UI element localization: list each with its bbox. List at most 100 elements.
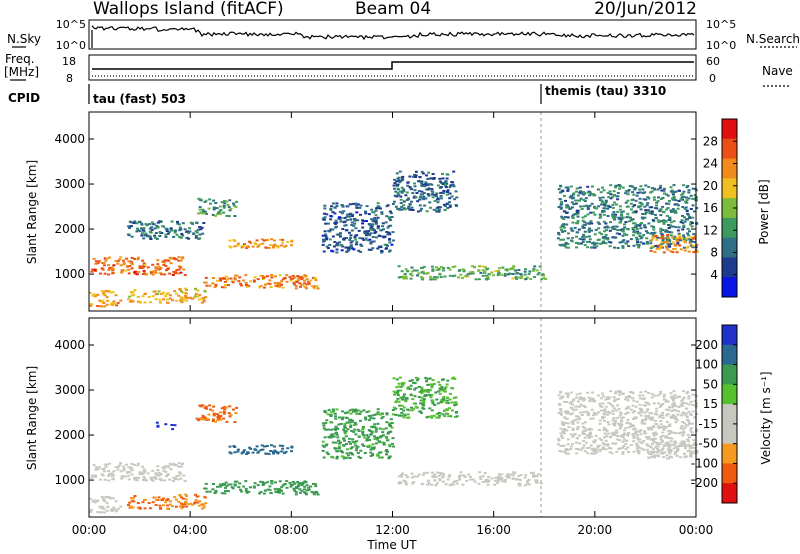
echo-cell xyxy=(128,227,131,229)
echo-cell xyxy=(438,387,442,390)
echo-cell xyxy=(653,207,657,209)
echo-cell xyxy=(664,442,668,445)
echo-cell xyxy=(326,247,330,250)
echo-cell xyxy=(603,235,607,238)
echo-cell xyxy=(254,449,258,451)
echo-cell xyxy=(168,500,172,503)
echo-cell xyxy=(333,206,337,209)
echo-cell xyxy=(455,479,459,482)
echo-cell xyxy=(255,239,259,242)
time-axis-label: Time UT xyxy=(366,538,417,552)
echo-cell xyxy=(626,193,630,196)
echo-cell xyxy=(259,243,263,245)
echo-cell xyxy=(96,293,100,296)
echo-cell xyxy=(374,430,378,433)
echo-cell xyxy=(412,269,416,272)
echo-cell xyxy=(340,212,344,215)
echo-cell xyxy=(321,440,325,443)
echo-cell xyxy=(145,224,149,227)
echo-cell xyxy=(591,399,595,402)
echo-cell xyxy=(358,412,362,415)
echo-cell xyxy=(689,238,693,241)
echo-cell xyxy=(682,430,686,433)
echo-cell xyxy=(583,200,587,203)
nsearch-tick-top: 10^5 xyxy=(706,18,736,31)
echo-cell xyxy=(184,297,188,300)
freq-panel: Freq. [MHz] 18 8 60 0 Nave xyxy=(4,52,793,87)
echo-cell xyxy=(659,227,663,230)
echo-cell xyxy=(244,480,248,483)
echo-cell xyxy=(627,426,631,429)
echo-cell xyxy=(300,489,304,492)
echo-cell xyxy=(431,269,435,272)
echo-cell xyxy=(624,443,628,445)
echo-cell xyxy=(391,409,395,411)
echo-cell xyxy=(143,292,147,295)
echo-cell xyxy=(163,261,167,264)
echo-cell xyxy=(441,172,444,175)
echo-cell xyxy=(643,430,647,433)
echo-cell xyxy=(621,392,625,395)
echo-cell xyxy=(307,488,311,491)
echo-cell xyxy=(689,453,693,456)
echo-cell xyxy=(111,497,115,500)
echo-cell xyxy=(659,438,663,441)
echo-cell xyxy=(439,389,443,392)
echo-cell xyxy=(374,236,378,239)
echo-cell xyxy=(579,396,583,399)
echo-cell xyxy=(223,411,227,414)
echo-cell xyxy=(355,440,359,443)
echo-cell xyxy=(691,452,695,455)
echo-cell xyxy=(559,390,562,393)
echo-cell xyxy=(242,279,246,282)
echo-cell xyxy=(413,185,417,188)
echo-cell xyxy=(388,422,391,425)
echo-cell xyxy=(676,449,680,452)
echo-cell xyxy=(159,301,162,304)
nave-tick-bottom: 0 xyxy=(709,72,716,85)
echo-cell xyxy=(137,220,141,223)
echo-cell xyxy=(590,435,593,438)
echo-cell xyxy=(638,394,642,397)
echo-cell xyxy=(196,289,200,292)
echo-cell xyxy=(225,420,229,423)
echo-cell xyxy=(331,434,335,437)
echo-cell xyxy=(283,277,287,280)
echo-cell xyxy=(386,226,390,229)
echo-cell xyxy=(637,205,640,208)
echo-cell xyxy=(340,204,344,207)
echo-cell xyxy=(669,186,673,189)
echo-cell xyxy=(532,471,535,474)
echo-cell xyxy=(687,410,691,413)
echo-cell xyxy=(566,443,570,446)
echo-cell xyxy=(152,270,156,273)
echo-cell xyxy=(645,240,649,243)
echo-cell xyxy=(453,480,457,483)
echo-cell xyxy=(122,469,126,472)
echo-cell xyxy=(612,201,616,204)
x-tick-label: 16:00 xyxy=(476,523,511,537)
echo-cell xyxy=(249,280,252,283)
echo-cell xyxy=(669,396,673,399)
echo-cell xyxy=(268,485,272,488)
echo-cell xyxy=(157,290,161,293)
echo-cell xyxy=(240,284,244,287)
echo-cell xyxy=(201,212,205,215)
echo-cell xyxy=(304,275,308,278)
echo-cell xyxy=(349,442,352,445)
echo-cell xyxy=(519,277,523,280)
echo-cell xyxy=(493,483,497,486)
echo-cell xyxy=(663,219,667,222)
echo-cell xyxy=(378,441,382,444)
echo-cell xyxy=(445,408,449,411)
echo-cell xyxy=(330,249,334,252)
echo-cell xyxy=(338,210,342,213)
echo-cell xyxy=(624,396,628,398)
echo-cell xyxy=(384,247,388,250)
echo-cell xyxy=(164,264,168,267)
echo-cell xyxy=(525,482,529,485)
echo-cell xyxy=(335,457,339,460)
echo-cell xyxy=(107,475,111,477)
echo-cell xyxy=(270,480,273,483)
echo-cell xyxy=(524,278,528,280)
